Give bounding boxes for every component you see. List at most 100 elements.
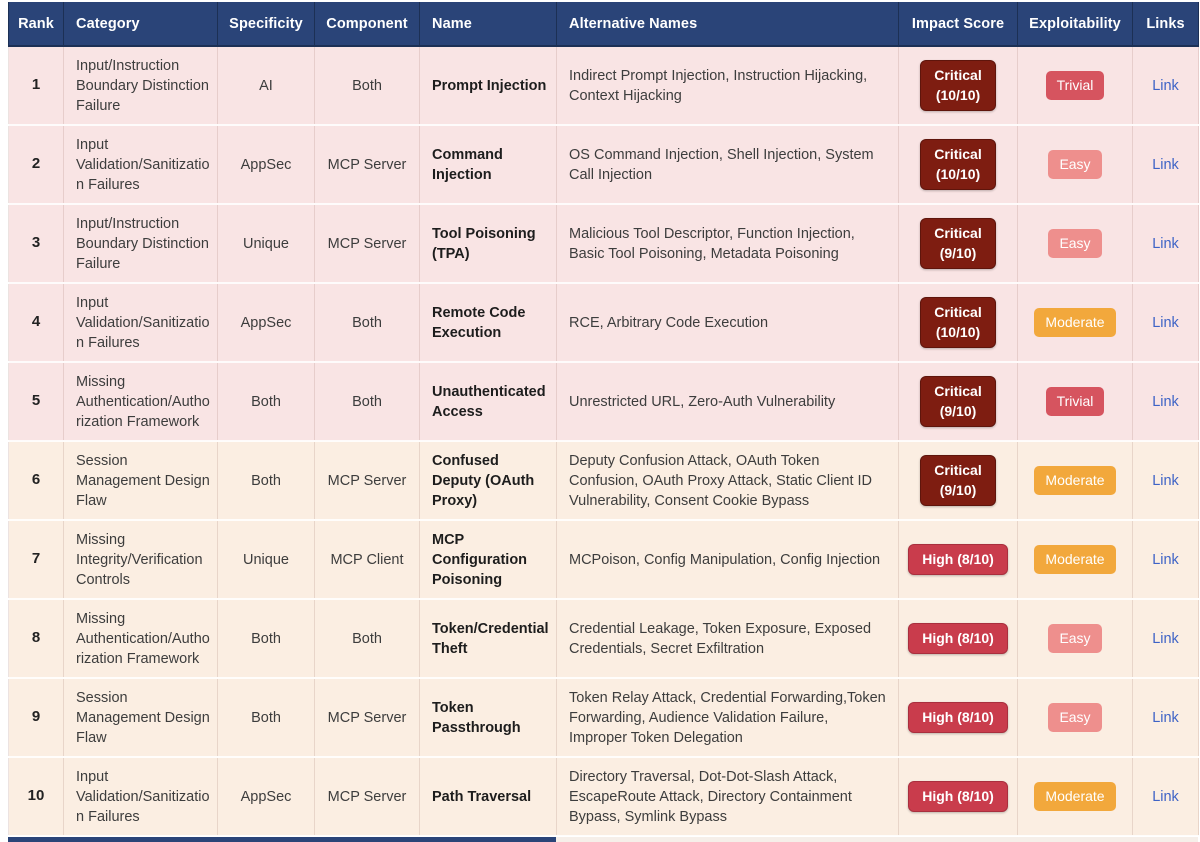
table-row: 6 Session Management Design Flaw Both MC… bbox=[8, 441, 1199, 521]
link[interactable]: Link bbox=[1152, 393, 1179, 410]
rank-cell: 5 bbox=[8, 362, 64, 442]
vulnerability-table: Rank Category Specificity Component Name… bbox=[8, 2, 1199, 837]
links-cell: Link bbox=[1132, 441, 1199, 521]
category-cell: Input Validation/Sanitization Failures bbox=[63, 125, 218, 205]
alt-names-cell: OS Command Injection, Shell Injection, S… bbox=[556, 125, 899, 205]
column-header-exploitability: Exploitability bbox=[1017, 2, 1133, 47]
exploitability-cell: Easy bbox=[1017, 599, 1133, 679]
category-cell: Session Management Design Flaw bbox=[63, 678, 218, 758]
exploitability-cell: Easy bbox=[1017, 204, 1133, 284]
column-header-name: Name bbox=[419, 2, 557, 47]
link[interactable]: Link bbox=[1152, 788, 1179, 805]
impact-score-cell: High (8/10) bbox=[898, 520, 1018, 600]
table-row: 10 Input Validation/Sanitization Failure… bbox=[8, 757, 1199, 837]
exploitability-badge: Easy bbox=[1048, 703, 1102, 732]
exploitability-cell: Moderate bbox=[1017, 757, 1133, 837]
alt-names-cell: Malicious Tool Descriptor, Function Inje… bbox=[556, 204, 899, 284]
component-cell: MCP Server bbox=[314, 125, 420, 205]
links-cell: Link bbox=[1132, 599, 1199, 679]
impact-badge: Critical (10/10) bbox=[920, 296, 996, 349]
link[interactable]: Link bbox=[1152, 314, 1179, 331]
name-cell: Token Passthrough bbox=[419, 678, 557, 758]
name-cell: Unauthenticated Access bbox=[419, 362, 557, 442]
impact-badge: High (8/10) bbox=[908, 543, 1008, 576]
exploitability-badge: Moderate bbox=[1034, 545, 1116, 574]
category-cell: Input/Instruction Boundary Distinction F… bbox=[63, 204, 218, 284]
impact-score-cell: Critical (9/10) bbox=[898, 441, 1018, 521]
column-header-links: Links bbox=[1132, 2, 1199, 47]
links-cell: Link bbox=[1132, 520, 1199, 600]
impact-badge: Critical (9/10) bbox=[920, 454, 996, 507]
name-cell: Path Traversal bbox=[419, 757, 557, 837]
name-cell: Tool Poisoning (TPA) bbox=[419, 204, 557, 284]
exploitability-cell: Easy bbox=[1017, 678, 1133, 758]
category-cell: Session Management Design Flaw bbox=[63, 441, 218, 521]
column-header-impact-score: Impact Score bbox=[898, 2, 1018, 47]
table-row: 9 Session Management Design Flaw Both MC… bbox=[8, 678, 1199, 758]
links-cell: Link bbox=[1132, 204, 1199, 284]
link[interactable]: Link bbox=[1152, 551, 1179, 568]
exploitability-badge: Trivial bbox=[1045, 71, 1105, 100]
alt-names-cell: Indirect Prompt Injection, Instruction H… bbox=[556, 46, 899, 126]
link[interactable]: Link bbox=[1152, 472, 1179, 489]
specificity-cell: AI bbox=[217, 46, 315, 126]
name-cell: Confused Deputy (OAuth Proxy) bbox=[419, 441, 557, 521]
rank-cell: 6 bbox=[8, 441, 64, 521]
impact-badge: High (8/10) bbox=[908, 701, 1008, 734]
rank-cell: 4 bbox=[8, 283, 64, 363]
component-cell: MCP Server bbox=[314, 441, 420, 521]
exploitability-cell: Easy bbox=[1017, 125, 1133, 205]
rank-cell: 9 bbox=[8, 678, 64, 758]
header-row: Rank Category Specificity Component Name… bbox=[8, 2, 1199, 47]
specificity-cell: Unique bbox=[217, 520, 315, 600]
component-cell: Both bbox=[314, 46, 420, 126]
column-header-alternative-names: Alternative Names bbox=[556, 2, 899, 47]
links-cell: Link bbox=[1132, 362, 1199, 442]
table-row: 8 Missing Authentication/Authorization F… bbox=[8, 599, 1199, 679]
rank-cell: 8 bbox=[8, 599, 64, 679]
table-row: 3 Input/Instruction Boundary Distinction… bbox=[8, 204, 1199, 284]
specificity-cell: AppSec bbox=[217, 283, 315, 363]
link[interactable]: Link bbox=[1152, 630, 1179, 647]
rank-cell: 10 bbox=[8, 757, 64, 837]
specificity-cell: AppSec bbox=[217, 757, 315, 837]
specificity-cell: Both bbox=[217, 441, 315, 521]
impact-badge: Critical (10/10) bbox=[920, 59, 996, 112]
links-cell: Link bbox=[1132, 757, 1199, 837]
category-cell: Missing Authentication/Authorization Fra… bbox=[63, 599, 218, 679]
category-cell: Input Validation/Sanitization Failures bbox=[63, 283, 218, 363]
specificity-cell: Unique bbox=[217, 204, 315, 284]
impact-score-cell: High (8/10) bbox=[898, 678, 1018, 758]
links-cell: Link bbox=[1132, 46, 1199, 126]
alt-names-cell: Directory Traversal, Dot-Dot-Slash Attac… bbox=[556, 757, 899, 837]
column-header-component: Component bbox=[314, 2, 420, 47]
exploitability-badge: Moderate bbox=[1034, 308, 1116, 337]
alt-names-cell: Deputy Confusion Attack, OAuth Token Con… bbox=[556, 441, 899, 521]
component-cell: Both bbox=[314, 599, 420, 679]
impact-score-cell: Critical (9/10) bbox=[898, 204, 1018, 284]
category-cell: Missing Integrity/Verification Controls bbox=[63, 520, 218, 600]
impact-score-cell: Critical (10/10) bbox=[898, 283, 1018, 363]
impact-badge: Critical (10/10) bbox=[920, 138, 996, 191]
alt-names-cell: Unrestricted URL, Zero-Auth Vulnerabilit… bbox=[556, 362, 899, 442]
impact-score-cell: High (8/10) bbox=[898, 599, 1018, 679]
link[interactable]: Link bbox=[1152, 77, 1179, 94]
exploitability-cell: Moderate bbox=[1017, 283, 1133, 363]
exploitability-badge: Easy bbox=[1048, 150, 1102, 179]
exploitability-badge: Trivial bbox=[1045, 387, 1105, 416]
impact-score-cell: High (8/10) bbox=[898, 757, 1018, 837]
specificity-cell: AppSec bbox=[217, 125, 315, 205]
name-cell: MCP Configuration Poisoning bbox=[419, 520, 557, 600]
rank-cell: 7 bbox=[8, 520, 64, 600]
link[interactable]: Link bbox=[1152, 235, 1179, 252]
impact-score-cell: Critical (9/10) bbox=[898, 362, 1018, 442]
link[interactable]: Link bbox=[1152, 709, 1179, 726]
alt-names-cell: Credential Leakage, Token Exposure, Expo… bbox=[556, 599, 899, 679]
alt-names-cell: MCPoison, Config Manipulation, Config In… bbox=[556, 520, 899, 600]
exploitability-cell: Trivial bbox=[1017, 362, 1133, 442]
component-cell: Both bbox=[314, 362, 420, 442]
column-header-category: Category bbox=[63, 2, 218, 47]
link[interactable]: Link bbox=[1152, 156, 1179, 173]
table-row: 1 Input/Instruction Boundary Distinction… bbox=[8, 46, 1199, 126]
name-cell: Prompt Injection bbox=[419, 46, 557, 126]
